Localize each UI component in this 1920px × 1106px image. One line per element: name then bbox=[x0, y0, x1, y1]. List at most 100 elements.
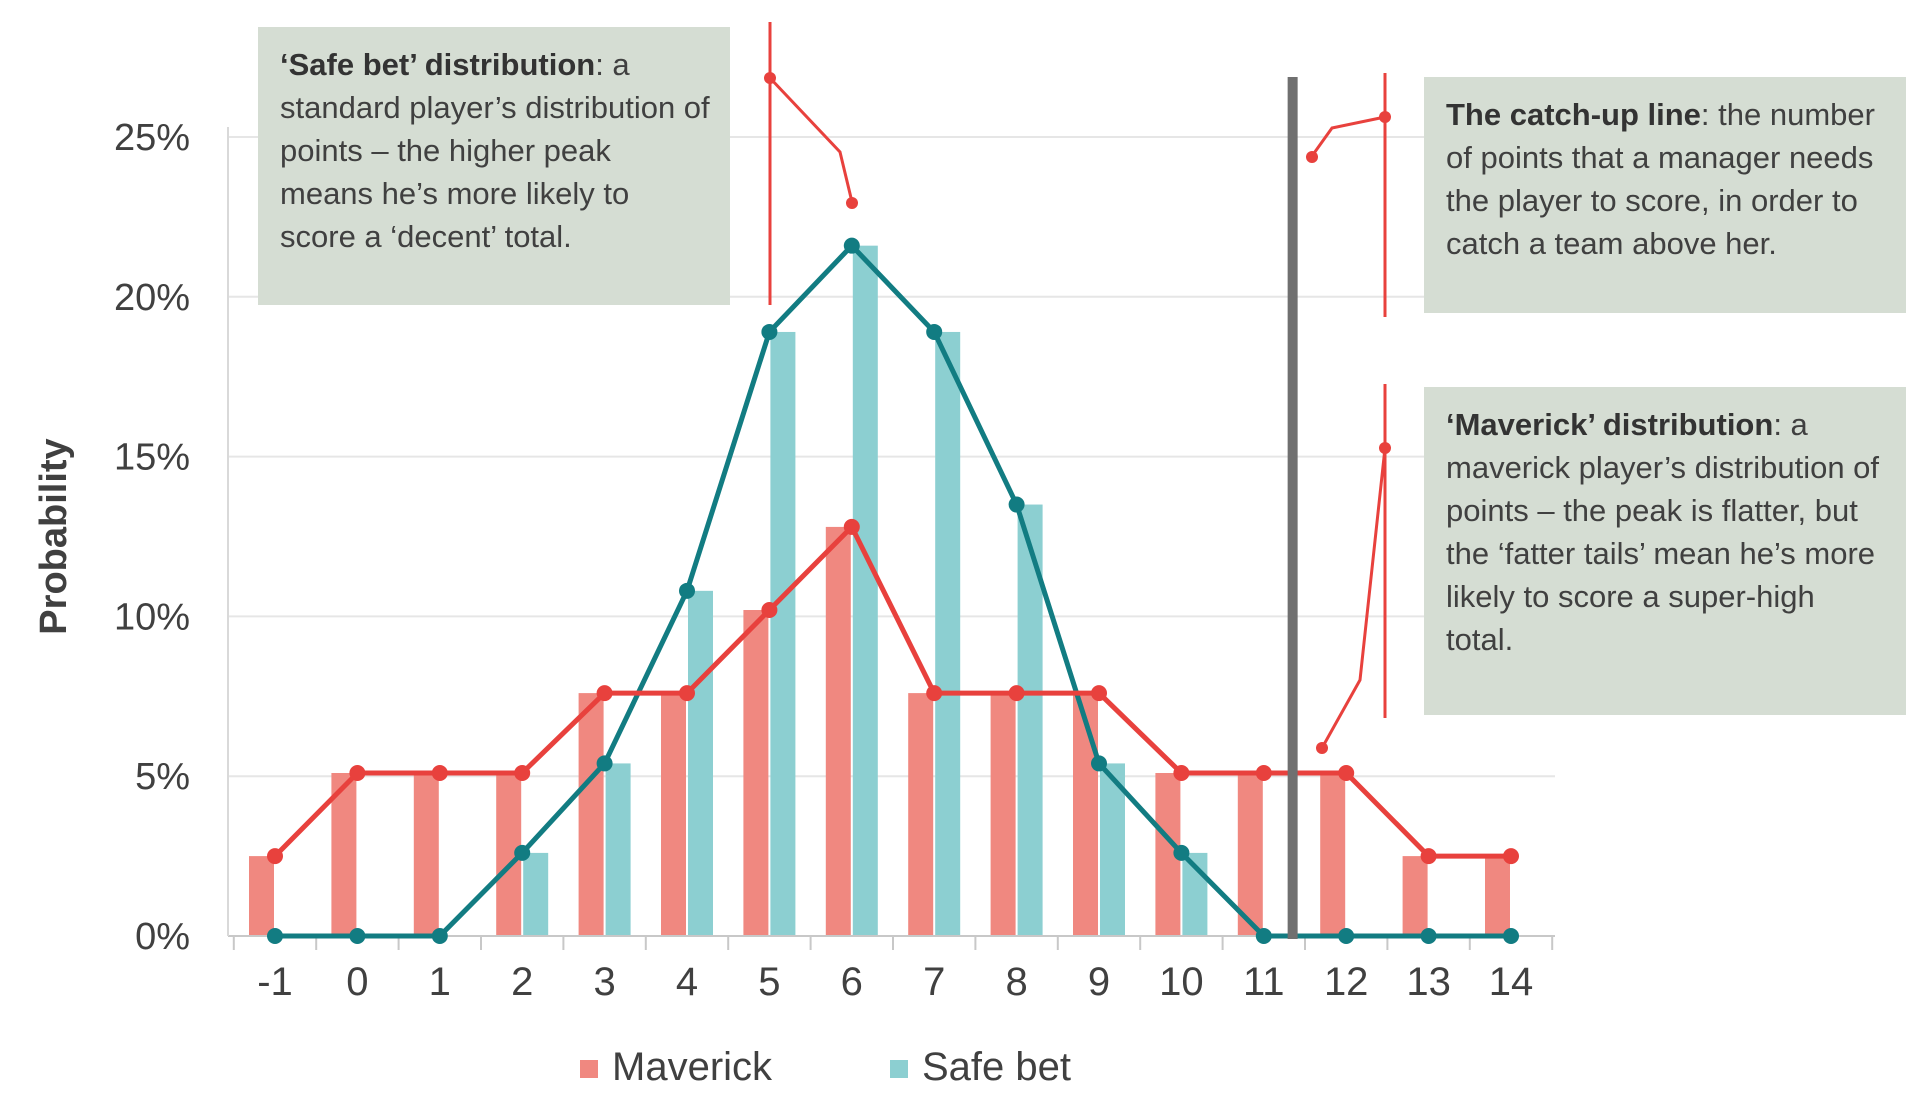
point-safe-bet bbox=[514, 844, 531, 861]
annotation-safe-bet-text: : a standard player’s distribution of po… bbox=[280, 47, 710, 254]
point-safe-bet bbox=[679, 582, 695, 599]
point-maverick bbox=[761, 602, 778, 619]
point-safe-bet bbox=[1503, 928, 1519, 944]
point-safe-bet bbox=[431, 928, 448, 944]
bar-maverick bbox=[990, 693, 1016, 936]
point-maverick bbox=[679, 685, 695, 702]
line-maverick bbox=[273, 524, 1511, 859]
annotation-maverick: ‘Maverick’ distribution: a maverick play… bbox=[1424, 387, 1906, 715]
bar-maverick bbox=[743, 610, 769, 936]
point-safe-bet bbox=[1420, 928, 1437, 944]
x-tick-label: 9 bbox=[1088, 960, 1110, 1004]
x-tick-label: 6 bbox=[841, 960, 863, 1004]
point-maverick bbox=[926, 685, 943, 702]
point-maverick bbox=[1008, 685, 1025, 702]
bar-safe-bet bbox=[935, 331, 961, 936]
x-tick-label: 4 bbox=[676, 960, 698, 1004]
y-tick-label: 15% bbox=[114, 437, 190, 479]
callout-leader-safe-bet bbox=[768, 76, 854, 203]
y-tick-label: 0% bbox=[135, 916, 190, 958]
y-tick-label: 25% bbox=[114, 117, 190, 159]
y-tick-label: 5% bbox=[135, 756, 190, 798]
point-safe-bet bbox=[267, 928, 283, 944]
x-tick-label: 5 bbox=[758, 960, 780, 1004]
point-safe-bet bbox=[926, 323, 943, 340]
legend-label: Maverick bbox=[612, 1045, 773, 1089]
x-tick-label: 2 bbox=[511, 960, 533, 1004]
point-safe-bet bbox=[1091, 755, 1107, 772]
bar-maverick bbox=[908, 693, 934, 936]
y-tick-label: 20% bbox=[114, 277, 190, 319]
point-safe-bet bbox=[761, 323, 778, 340]
bar-maverick bbox=[1073, 693, 1098, 936]
bar-safe-bet bbox=[523, 852, 549, 936]
bar-maverick bbox=[1485, 856, 1510, 936]
bar-maverick bbox=[1402, 856, 1428, 936]
callout-dot bbox=[1316, 742, 1328, 754]
annotation-safe-bet: ‘Safe bet’ distribution: a standard play… bbox=[258, 27, 730, 305]
callout-dot bbox=[764, 72, 776, 84]
point-maverick bbox=[1091, 685, 1107, 702]
point-safe-bet bbox=[596, 755, 613, 772]
bar-safe-bet bbox=[605, 763, 631, 936]
bar-maverick bbox=[331, 773, 357, 936]
point-maverick bbox=[1255, 765, 1272, 782]
point-maverick bbox=[1338, 765, 1355, 782]
annotation-maverick-title: ‘Maverick’ distribution bbox=[1446, 407, 1774, 442]
legend-swatch bbox=[890, 1060, 908, 1078]
callout-dot bbox=[846, 197, 858, 209]
bar-maverick bbox=[661, 693, 686, 936]
point-safe-bet bbox=[1008, 496, 1025, 513]
x-tick-label: 14 bbox=[1489, 960, 1534, 1004]
legend-swatch bbox=[580, 1060, 598, 1078]
point-safe-bet bbox=[1173, 844, 1190, 861]
x-tick-label: 10 bbox=[1159, 960, 1204, 1004]
bar-maverick bbox=[1237, 773, 1263, 936]
bar-maverick bbox=[578, 693, 604, 936]
bar-safe-bet bbox=[688, 590, 713, 936]
x-tick-label: 7 bbox=[923, 960, 945, 1004]
x-tick-label: 13 bbox=[1406, 960, 1451, 1004]
point-safe-bet bbox=[1338, 928, 1355, 944]
point-safe-bet bbox=[1255, 928, 1272, 944]
bar-maverick bbox=[249, 856, 274, 936]
point-maverick bbox=[349, 765, 366, 782]
x-tick-label: 8 bbox=[1005, 960, 1027, 1004]
callout-dot bbox=[1379, 111, 1391, 123]
point-maverick bbox=[1503, 848, 1519, 865]
point-maverick bbox=[1173, 765, 1190, 782]
x-tick-label: 0 bbox=[346, 960, 368, 1004]
point-maverick bbox=[514, 765, 531, 782]
legend-label: Safe bet bbox=[922, 1045, 1071, 1089]
point-maverick bbox=[596, 685, 613, 702]
callout-dot bbox=[1379, 442, 1391, 454]
point-safe-bet bbox=[349, 928, 366, 944]
point-safe-bet bbox=[843, 237, 860, 254]
point-maverick bbox=[431, 765, 448, 782]
bar-safe-bet bbox=[770, 331, 796, 936]
callout-dot bbox=[1306, 151, 1318, 163]
callout-leader-catch-up bbox=[1310, 115, 1386, 157]
x-tick-label: 1 bbox=[429, 960, 451, 1004]
x-tick-label: 12 bbox=[1324, 960, 1369, 1004]
annotation-catch-up-line: The catch-up line: the number of points … bbox=[1424, 77, 1906, 313]
bar-maverick bbox=[825, 526, 851, 936]
annotation-maverick-text: : a maverick player’s distribution of po… bbox=[1446, 407, 1880, 657]
y-tick-label: 10% bbox=[114, 596, 190, 638]
bar-maverick bbox=[413, 773, 439, 936]
annotation-catch-up-title: The catch-up line bbox=[1446, 97, 1701, 132]
y-axis-label: Probability bbox=[33, 438, 75, 634]
x-tick-label: 3 bbox=[593, 960, 615, 1004]
annotation-safe-bet-title: ‘Safe bet’ distribution bbox=[280, 47, 596, 82]
bar-safe-bet bbox=[852, 245, 878, 936]
x-tick-label: 11 bbox=[1243, 960, 1285, 1004]
callout-leader-maverick bbox=[1320, 447, 1387, 749]
point-maverick bbox=[1420, 848, 1437, 865]
x-tick-label: -1 bbox=[257, 960, 293, 1004]
line-safe-bet bbox=[275, 243, 1511, 939]
bar-maverick bbox=[1320, 773, 1346, 936]
point-maverick bbox=[843, 518, 860, 535]
annotation-catch-up-text: : the number of points that a manager ne… bbox=[1446, 97, 1875, 261]
point-maverick bbox=[267, 848, 283, 865]
